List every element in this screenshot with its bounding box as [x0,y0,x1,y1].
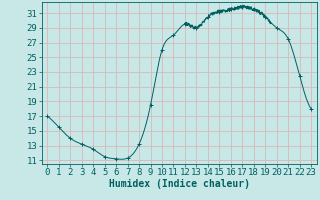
X-axis label: Humidex (Indice chaleur): Humidex (Indice chaleur) [109,179,250,189]
